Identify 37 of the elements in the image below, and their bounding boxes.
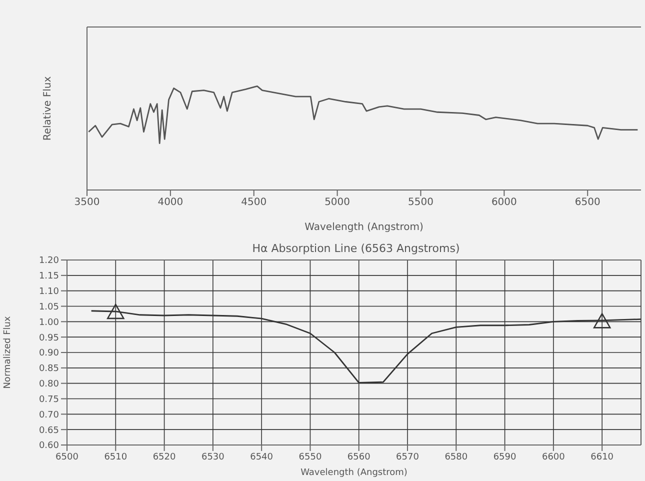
y-tick-label: 0.80 — [38, 380, 60, 390]
y-tick-label: 0.85 — [38, 364, 59, 374]
y-tick-label: 0.90 — [38, 348, 60, 359]
x-tick-label: 6590 — [493, 452, 517, 462]
x-tick-label: 6520 — [152, 452, 176, 462]
y-tick-label: 0.75 — [38, 394, 59, 405]
x-tick-label: 4000 — [158, 197, 184, 208]
y-tick-label: 1.05 — [38, 302, 59, 312]
x-axis-title: Wavelength (Angstrom) — [300, 468, 408, 478]
x-tick-label: 6530 — [201, 452, 225, 462]
x-axis-title: Wavelength (Angstrom) — [304, 222, 424, 233]
y-tick-label: 0.95 — [38, 333, 59, 344]
x-tick-label: 6000 — [491, 197, 517, 208]
x-tick-label: 5500 — [408, 197, 434, 208]
y-tick-label: 1.10 — [38, 287, 60, 298]
x-tick-label: 3500 — [74, 197, 100, 208]
x-tick-label: 6550 — [298, 452, 322, 462]
x-tick-label: 4500 — [241, 197, 267, 208]
x-tick-label: 6610 — [590, 452, 614, 462]
x-tick-label: 6570 — [396, 452, 420, 462]
y-tick-label: 0.65 — [38, 426, 59, 436]
y-axis-title: Relative Flux — [42, 76, 54, 141]
chart-title: Hα Absorption Line (6563 Angstroms) — [251, 242, 461, 255]
x-tick-label: 6560 — [347, 452, 371, 462]
x-tick-label: 6500 — [574, 197, 600, 208]
y-tick-label: 1.20 — [38, 256, 60, 266]
y-axis-title: Normalized Flux — [3, 316, 14, 389]
x-tick-label: 6500 — [56, 452, 79, 462]
y-tick-label: 0.70 — [38, 410, 60, 420]
y-tick-label: 1.00 — [38, 318, 60, 328]
x-tick-label: 6600 — [542, 452, 566, 462]
x-tick-label: 5000 — [324, 197, 350, 208]
x-tick-label: 6510 — [104, 452, 128, 462]
y-tick-label: 0.60 — [38, 441, 60, 452]
x-tick-label: 6540 — [250, 452, 274, 462]
x-tick-label: 6580 — [444, 452, 468, 462]
y-tick-label: 1.15 — [38, 272, 59, 282]
